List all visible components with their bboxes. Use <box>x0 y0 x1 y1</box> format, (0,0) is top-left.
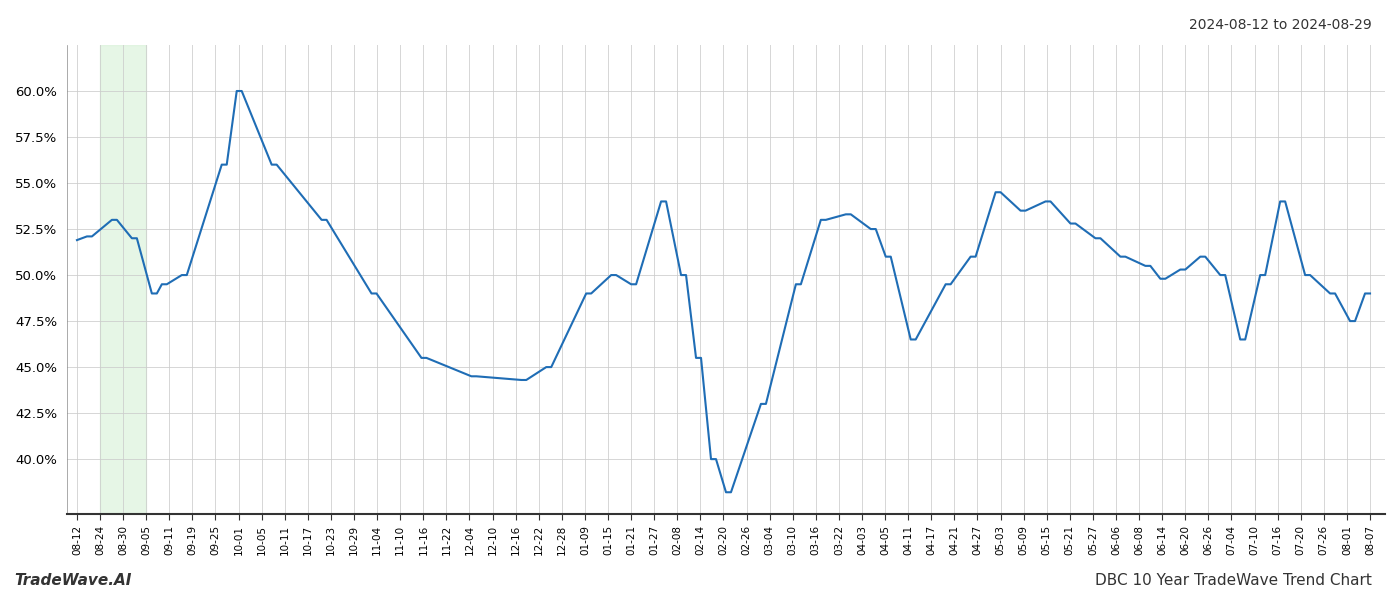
Bar <box>99 45 146 514</box>
Text: DBC 10 Year TradeWave Trend Chart: DBC 10 Year TradeWave Trend Chart <box>1095 573 1372 588</box>
Text: 2024-08-12 to 2024-08-29: 2024-08-12 to 2024-08-29 <box>1189 18 1372 32</box>
Text: TradeWave.AI: TradeWave.AI <box>14 573 132 588</box>
